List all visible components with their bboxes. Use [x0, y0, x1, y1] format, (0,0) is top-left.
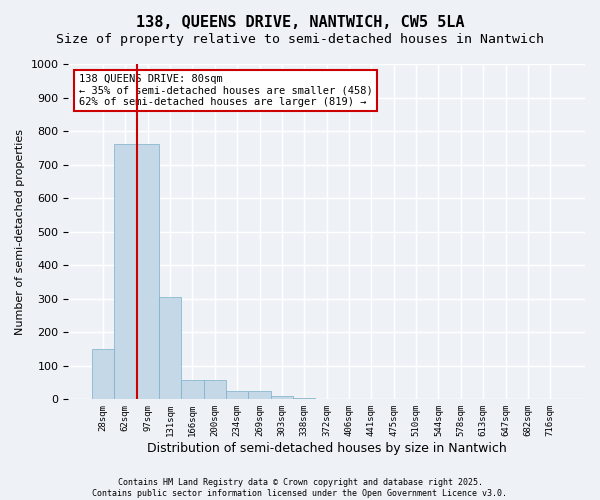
- Bar: [226, 391, 248, 400]
- Bar: [248, 391, 271, 400]
- Y-axis label: Number of semi-detached properties: Number of semi-detached properties: [15, 128, 25, 334]
- Bar: [159, 297, 181, 400]
- X-axis label: Distribution of semi-detached houses by size in Nantwich: Distribution of semi-detached houses by …: [147, 442, 506, 455]
- Bar: [114, 144, 137, 400]
- Bar: [92, 349, 114, 400]
- Text: 138 QUEENS DRIVE: 80sqm
← 35% of semi-detached houses are smaller (458)
62% of s: 138 QUEENS DRIVE: 80sqm ← 35% of semi-de…: [79, 74, 373, 108]
- Text: Size of property relative to semi-detached houses in Nantwich: Size of property relative to semi-detach…: [56, 32, 544, 46]
- Bar: [137, 144, 159, 400]
- Text: Contains HM Land Registry data © Crown copyright and database right 2025.
Contai: Contains HM Land Registry data © Crown c…: [92, 478, 508, 498]
- Bar: [203, 380, 226, 400]
- Text: 138, QUEENS DRIVE, NANTWICH, CW5 5LA: 138, QUEENS DRIVE, NANTWICH, CW5 5LA: [136, 15, 464, 30]
- Bar: [181, 380, 203, 400]
- Bar: [271, 396, 293, 400]
- Bar: [293, 398, 316, 400]
